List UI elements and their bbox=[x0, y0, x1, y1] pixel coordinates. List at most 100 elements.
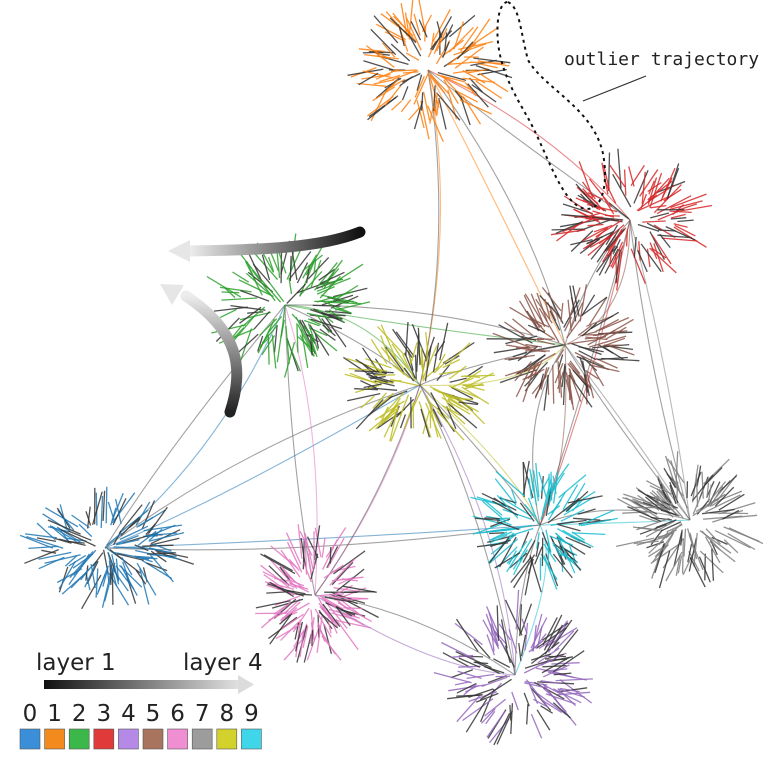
cluster-stroke bbox=[370, 28, 397, 56]
cluster-stroke bbox=[474, 661, 500, 675]
cluster-stroke bbox=[306, 626, 320, 661]
cluster-stroke bbox=[365, 357, 392, 369]
cluster-stroke bbox=[380, 408, 400, 426]
cluster-stroke bbox=[540, 553, 558, 580]
cluster-stroke bbox=[321, 537, 326, 558]
cluster-stroke bbox=[314, 527, 322, 558]
cluster-stroke bbox=[718, 493, 745, 511]
cluster-stroke bbox=[536, 338, 553, 341]
cluster-stroke bbox=[580, 355, 598, 372]
cluster-stroke bbox=[373, 79, 395, 85]
cluster-stroke bbox=[382, 42, 396, 58]
cluster-stroke bbox=[44, 554, 81, 564]
cluster-stroke bbox=[392, 69, 419, 81]
cluster-stroke bbox=[321, 294, 358, 304]
cluster-stroke bbox=[116, 539, 140, 546]
cluster-stroke bbox=[491, 500, 519, 516]
cluster-stroke bbox=[323, 624, 333, 654]
outlier-label: outlier trajectory bbox=[564, 49, 759, 70]
cluster-stroke bbox=[310, 318, 343, 330]
cluster-stroke bbox=[522, 460, 530, 496]
cluster-stroke bbox=[318, 268, 336, 281]
cluster-stroke bbox=[649, 172, 663, 209]
cluster-stroke bbox=[261, 324, 279, 344]
cluster-stroke bbox=[449, 377, 467, 383]
cluster-stroke bbox=[392, 15, 414, 37]
cluster-stroke bbox=[19, 534, 54, 549]
cluster-stroke bbox=[705, 494, 741, 513]
cluster-stroke bbox=[402, 354, 416, 381]
cluster-stroke bbox=[466, 365, 484, 378]
cluster-stroke bbox=[492, 332, 531, 348]
cluster-stroke bbox=[390, 43, 411, 62]
trajectory-link bbox=[419, 344, 566, 386]
cluster-stroke bbox=[547, 671, 587, 681]
cluster-stroke bbox=[701, 471, 704, 499]
cluster-stroke bbox=[541, 656, 570, 674]
cluster-stroke bbox=[291, 251, 298, 281]
cluster-stroke bbox=[557, 371, 565, 390]
cluster-stroke bbox=[486, 710, 506, 738]
cluster-stroke bbox=[714, 530, 751, 549]
cluster-stroke bbox=[136, 555, 153, 559]
cluster-stroke bbox=[573, 517, 601, 521]
cluster-stroke bbox=[512, 556, 524, 576]
cluster-stroke bbox=[574, 351, 605, 368]
cluster-stroke bbox=[323, 271, 335, 290]
cluster-stroke bbox=[524, 503, 536, 517]
cluster-stroke bbox=[524, 293, 545, 326]
cluster-stroke bbox=[280, 607, 298, 623]
cluster-stroke bbox=[44, 507, 79, 528]
cluster-stroke bbox=[430, 392, 444, 416]
cluster-stroke bbox=[657, 475, 676, 509]
cluster-stroke bbox=[566, 317, 582, 339]
trajectory-link bbox=[564, 219, 631, 346]
cluster-stroke bbox=[287, 578, 305, 587]
class-legend-swatch bbox=[241, 728, 262, 750]
cluster-stroke bbox=[583, 374, 589, 393]
cluster-stroke bbox=[413, 13, 421, 36]
cluster-stroke bbox=[524, 622, 529, 651]
cluster-stroke bbox=[318, 593, 345, 597]
cluster-stroke bbox=[616, 537, 655, 548]
cluster-stroke bbox=[286, 541, 303, 573]
cluster-stroke bbox=[707, 484, 712, 503]
cluster-stroke bbox=[540, 705, 553, 714]
cluster-stroke bbox=[589, 235, 612, 248]
cluster-stroke bbox=[268, 565, 290, 586]
cluster-stroke bbox=[545, 693, 576, 705]
cluster-stroke bbox=[389, 405, 399, 442]
cluster-stroke bbox=[296, 323, 299, 353]
cluster-stroke bbox=[633, 236, 637, 258]
cluster-stroke bbox=[545, 529, 552, 553]
cluster-stroke bbox=[665, 226, 696, 241]
cluster-stroke bbox=[570, 302, 584, 329]
cluster-stroke bbox=[295, 621, 304, 652]
cluster-stroke bbox=[372, 392, 387, 409]
cluster-stroke bbox=[508, 527, 534, 537]
cluster-stroke bbox=[462, 69, 486, 84]
cluster-stroke bbox=[476, 496, 506, 507]
cluster-stroke bbox=[436, 21, 443, 38]
cluster-stroke bbox=[604, 214, 620, 217]
cluster-stroke bbox=[455, 618, 479, 653]
layer-legend-end: layer 4 bbox=[183, 650, 263, 676]
cluster-stroke bbox=[309, 308, 341, 321]
cluster-stroke bbox=[705, 528, 721, 545]
trajectory-link bbox=[427, 69, 566, 346]
cluster-stroke bbox=[478, 72, 509, 93]
cluster-stroke bbox=[467, 83, 489, 108]
cluster-stroke bbox=[260, 602, 291, 629]
cluster-stroke bbox=[638, 241, 641, 261]
cluster-stroke bbox=[389, 17, 417, 44]
cluster-stroke bbox=[441, 392, 453, 412]
cluster-stroke bbox=[504, 645, 511, 664]
cluster-stroke bbox=[136, 516, 154, 528]
cluster-stroke bbox=[372, 86, 396, 102]
cluster-stroke bbox=[616, 498, 650, 517]
cluster-stroke bbox=[689, 532, 698, 560]
cluster-stroke bbox=[418, 401, 432, 438]
cluster-stroke bbox=[475, 692, 499, 703]
cluster-stroke bbox=[36, 522, 56, 541]
cluster-stroke bbox=[384, 84, 402, 106]
